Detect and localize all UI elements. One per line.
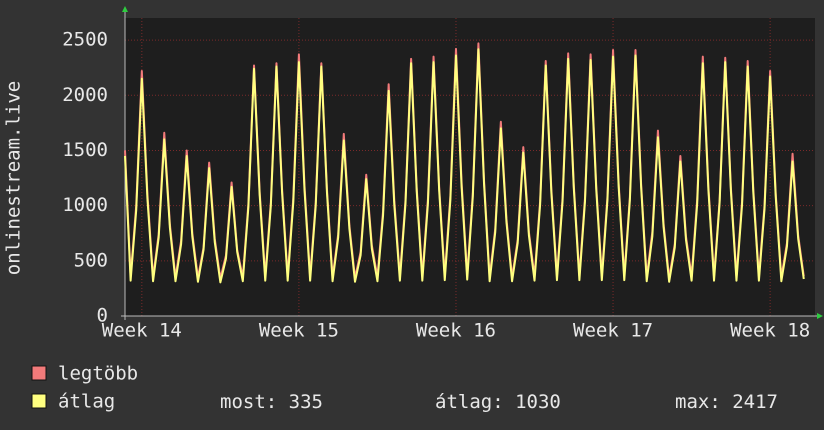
x-tick-label: Week 18 <box>730 320 810 342</box>
legend-swatch <box>31 393 47 409</box>
legend-swatch <box>31 365 47 381</box>
x-tick-label: Week 16 <box>416 320 496 342</box>
stat-label: max: <box>675 391 721 413</box>
legend-label: legtöbb <box>58 363 138 385</box>
stat: most: 335 <box>220 391 323 413</box>
stat-value: 335 <box>289 391 323 413</box>
y-tick-label: 1000 <box>62 194 108 216</box>
series-line <box>124 48 805 284</box>
stat-label: most: <box>220 391 277 413</box>
x-tick-label: Week 15 <box>259 320 339 342</box>
y-tick-label: 2000 <box>62 84 108 106</box>
y-tick-label: 500 <box>74 249 108 271</box>
y-tick-label: 1500 <box>62 139 108 161</box>
axis-arrow <box>817 313 823 319</box>
stat-label: átlag: <box>435 391 504 413</box>
x-tick-label: Week 17 <box>573 320 653 342</box>
y-tick-label: 0 <box>97 305 108 327</box>
x-tick-label: Week 14 <box>102 320 182 342</box>
plot-area <box>125 18 815 316</box>
stat-value: 1030 <box>515 391 561 413</box>
stat: max: 2417 <box>675 391 778 413</box>
stat-value: 2417 <box>732 391 778 413</box>
y-tick-label: 2500 <box>62 29 108 51</box>
stat: átlag: 1030 <box>435 391 561 413</box>
axis-arrow <box>122 6 128 12</box>
legend-label: átlag <box>58 391 115 413</box>
y-axis-label: onlinestream.live <box>3 81 25 275</box>
